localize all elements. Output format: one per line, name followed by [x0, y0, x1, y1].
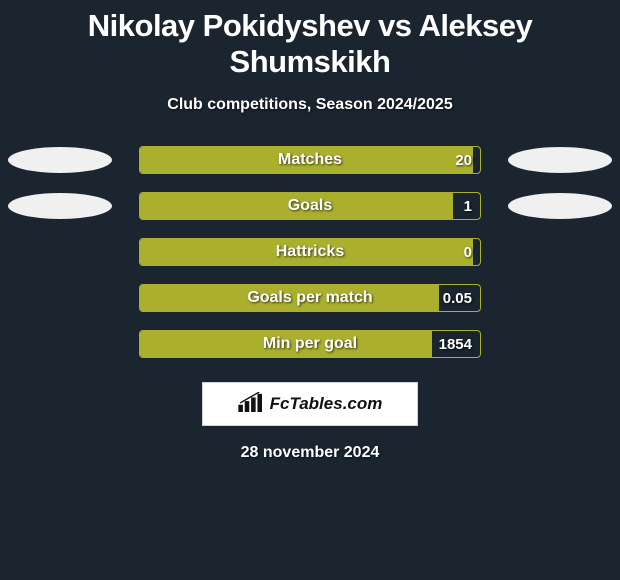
player-ellipse-left: [8, 147, 112, 173]
brand-text: FcTables.com: [270, 394, 383, 414]
stat-row: Goals per match0.05: [0, 284, 620, 312]
stat-label: Goals per match: [139, 284, 481, 312]
subtitle: Club competitions, Season 2024/2025: [0, 96, 620, 114]
date-text: 28 november 2024: [0, 444, 620, 462]
stat-value: 1: [464, 192, 472, 220]
player-ellipse-right: [508, 147, 612, 173]
stat-value: 0.05: [443, 284, 472, 312]
stat-label: Goals: [139, 192, 481, 220]
player-ellipse-right: [508, 193, 612, 219]
stat-value: 0: [464, 238, 472, 266]
stat-label: Matches: [139, 146, 481, 174]
page-title: Nikolay Pokidyshev vs Aleksey Shumskikh: [0, 0, 620, 84]
player-ellipse-left: [8, 193, 112, 219]
stat-value: 20: [455, 146, 472, 174]
stat-row: Hattricks0: [0, 238, 620, 266]
brand-chart-icon: [238, 392, 266, 417]
stat-label: Hattricks: [139, 238, 481, 266]
stat-label: Min per goal: [139, 330, 481, 358]
brand-badge[interactable]: FcTables.com: [202, 382, 418, 426]
stat-row: Min per goal1854: [0, 330, 620, 358]
stat-row: Goals1: [0, 192, 620, 220]
stat-row: Matches20: [0, 146, 620, 174]
stats-container: Matches20 Goals1 Hattricks0 Goals per match…: [0, 146, 620, 358]
stat-value: 1854: [439, 330, 472, 358]
